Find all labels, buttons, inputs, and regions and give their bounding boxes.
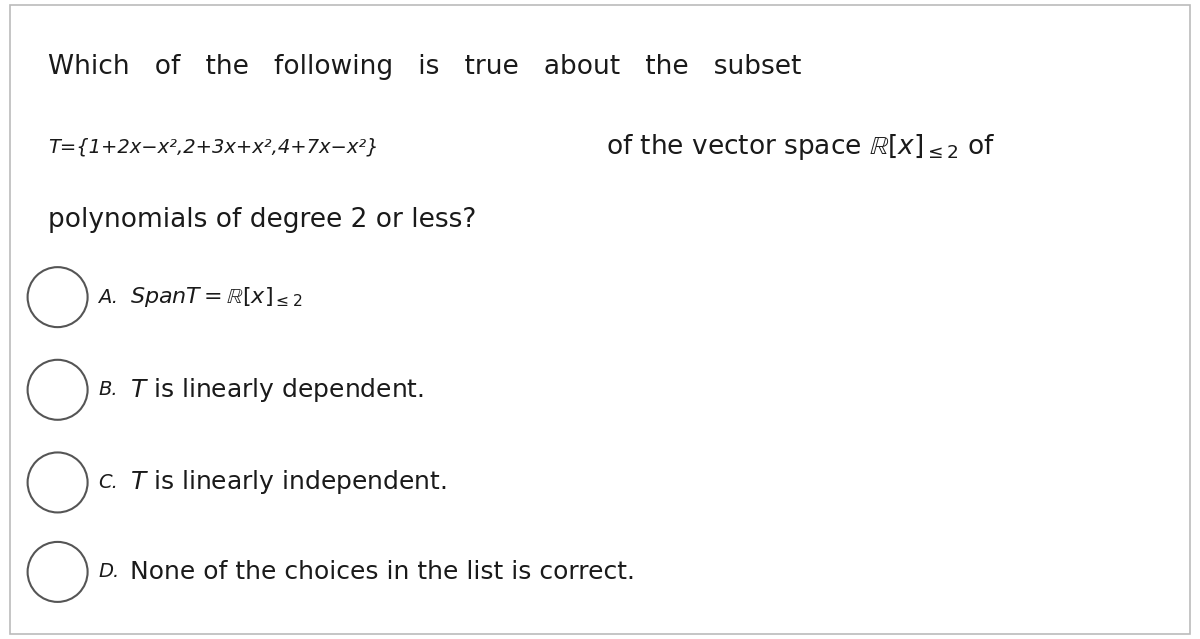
Text: A.: A. xyxy=(98,288,119,307)
Ellipse shape xyxy=(28,452,88,512)
Text: T={1+2x−x²,2+3x+x²,4+7x−x²}: T={1+2x−x²,2+3x+x²,4+7x−x²} xyxy=(48,137,379,157)
Text: $T$ is linearly independent.: $T$ is linearly independent. xyxy=(130,468,446,497)
Text: polynomials of degree 2 or less?: polynomials of degree 2 or less? xyxy=(48,208,476,233)
Text: B.: B. xyxy=(98,380,118,399)
Text: Which   of   the   following   is   true   about   the   subset: Which of the following is true about the… xyxy=(48,54,802,80)
Text: C.: C. xyxy=(98,473,119,492)
Text: D.: D. xyxy=(98,562,120,581)
Text: $SpanT=\mathbb{R}[x]_{\leq 2}$: $SpanT=\mathbb{R}[x]_{\leq 2}$ xyxy=(130,285,302,309)
Text: None of the choices in the list is correct.: None of the choices in the list is corre… xyxy=(130,560,635,584)
FancyBboxPatch shape xyxy=(10,5,1190,634)
Ellipse shape xyxy=(28,542,88,602)
Ellipse shape xyxy=(28,267,88,327)
Ellipse shape xyxy=(28,360,88,420)
Text: of the vector space $\mathbb{R}[x]_{\leq 2}$ of: of the vector space $\mathbb{R}[x]_{\leq… xyxy=(606,132,995,162)
Text: $T$ is linearly dependent.: $T$ is linearly dependent. xyxy=(130,376,424,404)
